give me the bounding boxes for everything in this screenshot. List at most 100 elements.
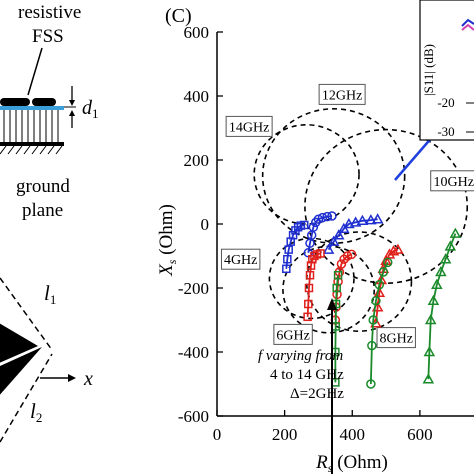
data-point (427, 294, 440, 306)
impedance-circle (305, 231, 413, 332)
svg-text:10GHz: 10GHz (433, 175, 473, 190)
data-point (322, 211, 332, 222)
ground-hatch (0, 145, 63, 155)
fss-element (32, 98, 56, 106)
panel-label: (C) (165, 5, 192, 27)
ground-plane (0, 142, 64, 146)
fss-element (0, 98, 30, 106)
impedance-chart: (C) 14GHz 12GHz 10GHz 4GHz 6GHz 8GHz 600 400 20… (156, 0, 474, 474)
data-point (375, 273, 388, 285)
fss-pointer-line (27, 47, 43, 96)
data-point (299, 220, 309, 230)
data-point (308, 222, 319, 232)
fss-unit-cell (0, 323, 38, 363)
label-plane: plane (22, 200, 63, 221)
data-point (349, 216, 362, 227)
data-point (374, 280, 385, 290)
left-schematic: resistive FSS d1 ground plane (0, 2, 99, 443)
data-point (368, 315, 378, 325)
data-point (310, 251, 319, 261)
circle-label-layer: 14GHz 12GHz 10GHz 4GHz 6GHz 8GHz (220, 83, 474, 349)
label-x: x (83, 368, 93, 390)
data-point (316, 249, 325, 258)
data-point (343, 217, 355, 229)
data-point (332, 283, 341, 293)
data-point (439, 253, 452, 264)
data-point (288, 230, 298, 240)
data-point (327, 235, 340, 246)
x-axis-label: Rs (Ohm) (315, 452, 388, 474)
series-line (427, 233, 457, 380)
y-tick-label: 0 (201, 215, 210, 234)
data-point (449, 227, 462, 238)
data-point (332, 229, 345, 240)
data-point (284, 245, 293, 254)
y-tick-label: 400 (184, 87, 210, 106)
data-point (371, 296, 381, 306)
circle-label: 6GHz (273, 323, 313, 345)
data-point (387, 245, 400, 256)
circle-label: 8GHz (376, 327, 416, 349)
circle-label: 12GHz (318, 83, 366, 105)
x-tick-label: 400 (340, 425, 366, 444)
data-point (333, 270, 343, 280)
y-tick-label: 600 (184, 23, 210, 42)
data-point (366, 379, 376, 389)
circle-label: 14GHz (225, 115, 273, 137)
data-point (327, 211, 337, 221)
series-line (306, 252, 321, 317)
y-axis-label: Xs (Ohm) (156, 204, 179, 277)
data-point (424, 313, 437, 325)
data-point (356, 214, 369, 226)
data-point (367, 340, 377, 351)
impedance-circle (282, 245, 376, 334)
impedance-circle (304, 128, 469, 284)
data-point (422, 373, 435, 384)
label-d1: d1 (82, 97, 99, 121)
series-layer (282, 211, 462, 389)
data-point (336, 259, 347, 269)
x-tick-label: 600 (407, 425, 433, 444)
svg-text:8GHz: 8GHz (380, 332, 413, 347)
data-point (303, 312, 312, 322)
annotation-line3: Δ=2GHz (290, 386, 344, 402)
data-point (383, 248, 396, 259)
series-line (334, 275, 339, 383)
annotation-line1: f varying from (258, 348, 343, 364)
annotation-line2: 4 to 14 GHz (270, 367, 344, 383)
y-tick-label: -400 (178, 343, 209, 362)
data-point (282, 264, 291, 274)
label-l2: l2 (30, 399, 42, 425)
label-ground: ground (16, 176, 70, 197)
data-point (383, 257, 393, 268)
data-point (317, 212, 328, 223)
data-point (431, 278, 443, 290)
y-tick-label: -200 (178, 279, 209, 298)
inset-ylabel: |S11| (dB) (421, 44, 436, 96)
data-point (322, 243, 335, 254)
impedance-circle (261, 108, 406, 244)
substrate-layer (0, 106, 64, 110)
svg-text:14GHz: 14GHz (229, 120, 269, 135)
circle-label: 4GHz (220, 248, 261, 270)
circle-label: 10GHz (430, 170, 474, 192)
data-point (338, 222, 350, 234)
series-line (369, 262, 389, 385)
impedance-circle (253, 123, 360, 225)
x-tick-label: 0 (213, 425, 222, 444)
data-point (435, 265, 447, 277)
data-point (304, 283, 314, 293)
x-ticks: 0 200 400 600 (213, 410, 433, 444)
inset-plot: |S11| (dB) -20 -30 (419, 0, 474, 141)
data-point (392, 243, 404, 254)
data-point (305, 270, 315, 280)
data-point (293, 222, 303, 232)
svg-text:12GHz: 12GHz (322, 88, 362, 103)
y-ticks: 600 400 200 0 -200 -400 -600 (178, 23, 223, 426)
label-l1: l1 (44, 281, 56, 307)
data-point (365, 214, 377, 225)
data-point (283, 254, 292, 264)
label-resistive: resistive (18, 2, 81, 23)
y-tick-label: 200 (184, 151, 210, 170)
